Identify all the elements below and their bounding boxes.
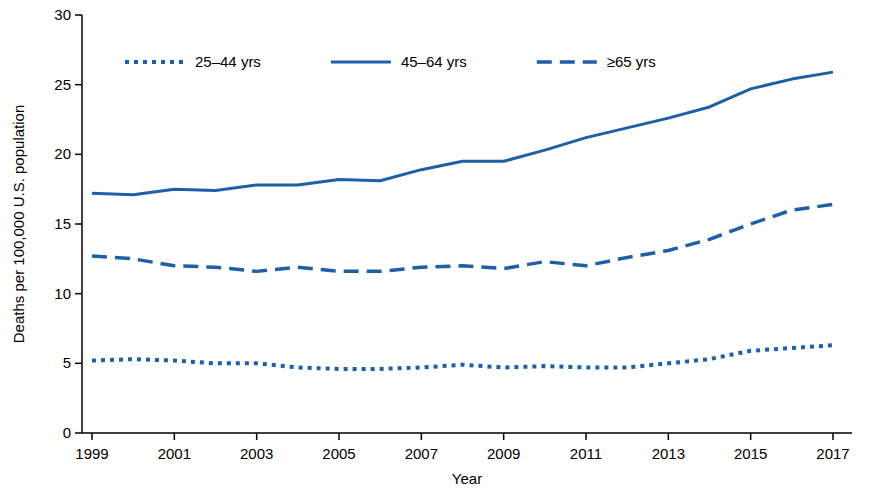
legend: 25–44 yrs 45–64 yrs ≥65 yrs: [125, 53, 656, 70]
x-axis-label: Year: [452, 470, 482, 487]
series-line: [92, 72, 833, 195]
y-tick-label: 15: [54, 215, 71, 232]
y-tick-label: 20: [54, 145, 71, 162]
x-tick-label: 2007: [405, 445, 438, 462]
y-tick: [75, 84, 82, 86]
y-tick: [75, 14, 82, 16]
x-tick-label: 2001: [158, 445, 191, 462]
y-tick-label: 25: [54, 76, 71, 93]
x-tick-label: 2011: [570, 445, 602, 462]
y-tick: [75, 432, 82, 434]
x-tick: [585, 433, 587, 440]
y-tick: [75, 154, 82, 156]
x-tick: [256, 433, 258, 440]
x-tick: [668, 433, 670, 440]
x-tick: [91, 433, 93, 440]
x-axis-line: [82, 432, 852, 434]
chart: 0 5 10 15 20 25 30 1999 2001 2003 2005 2007 2009 2011…: [0, 0, 876, 500]
y-tick-label: 0: [63, 424, 71, 441]
x-tick-label: 2017: [816, 445, 849, 462]
x-tick-label: 1999: [75, 445, 108, 462]
x-tick: [338, 433, 340, 440]
y-tick: [75, 363, 82, 365]
x-tick-label: 2003: [240, 445, 273, 462]
legend-label: ≥65 yrs: [607, 53, 656, 70]
y-tick-label: 10: [54, 285, 71, 302]
lines: [92, 72, 833, 369]
legend-swatch: [331, 61, 391, 64]
x-tick-label: 2015: [734, 445, 767, 462]
y-tick: [75, 223, 82, 225]
x-tick: [174, 433, 176, 440]
x-tick-label: 2005: [322, 445, 355, 462]
series-line: [92, 345, 833, 369]
x-tick: [421, 433, 423, 440]
y-tick-label: 5: [63, 354, 71, 371]
x-tick-label: 2009: [487, 445, 520, 462]
legend-swatch: [125, 60, 185, 64]
x-tick: [750, 433, 752, 440]
y-axis-label: Deaths per 100,000 U.S. population: [10, 105, 27, 344]
y-tick-label: 30: [54, 6, 71, 23]
legend-swatch: [537, 60, 597, 64]
legend-label: 45–64 yrs: [401, 53, 467, 70]
x-tick: [832, 433, 834, 440]
series-line: [92, 204, 833, 271]
legend-label: 25–44 yrs: [195, 53, 261, 70]
y-tick: [75, 293, 82, 295]
x-tick-label: 2013: [652, 445, 685, 462]
x-tick: [503, 433, 505, 440]
